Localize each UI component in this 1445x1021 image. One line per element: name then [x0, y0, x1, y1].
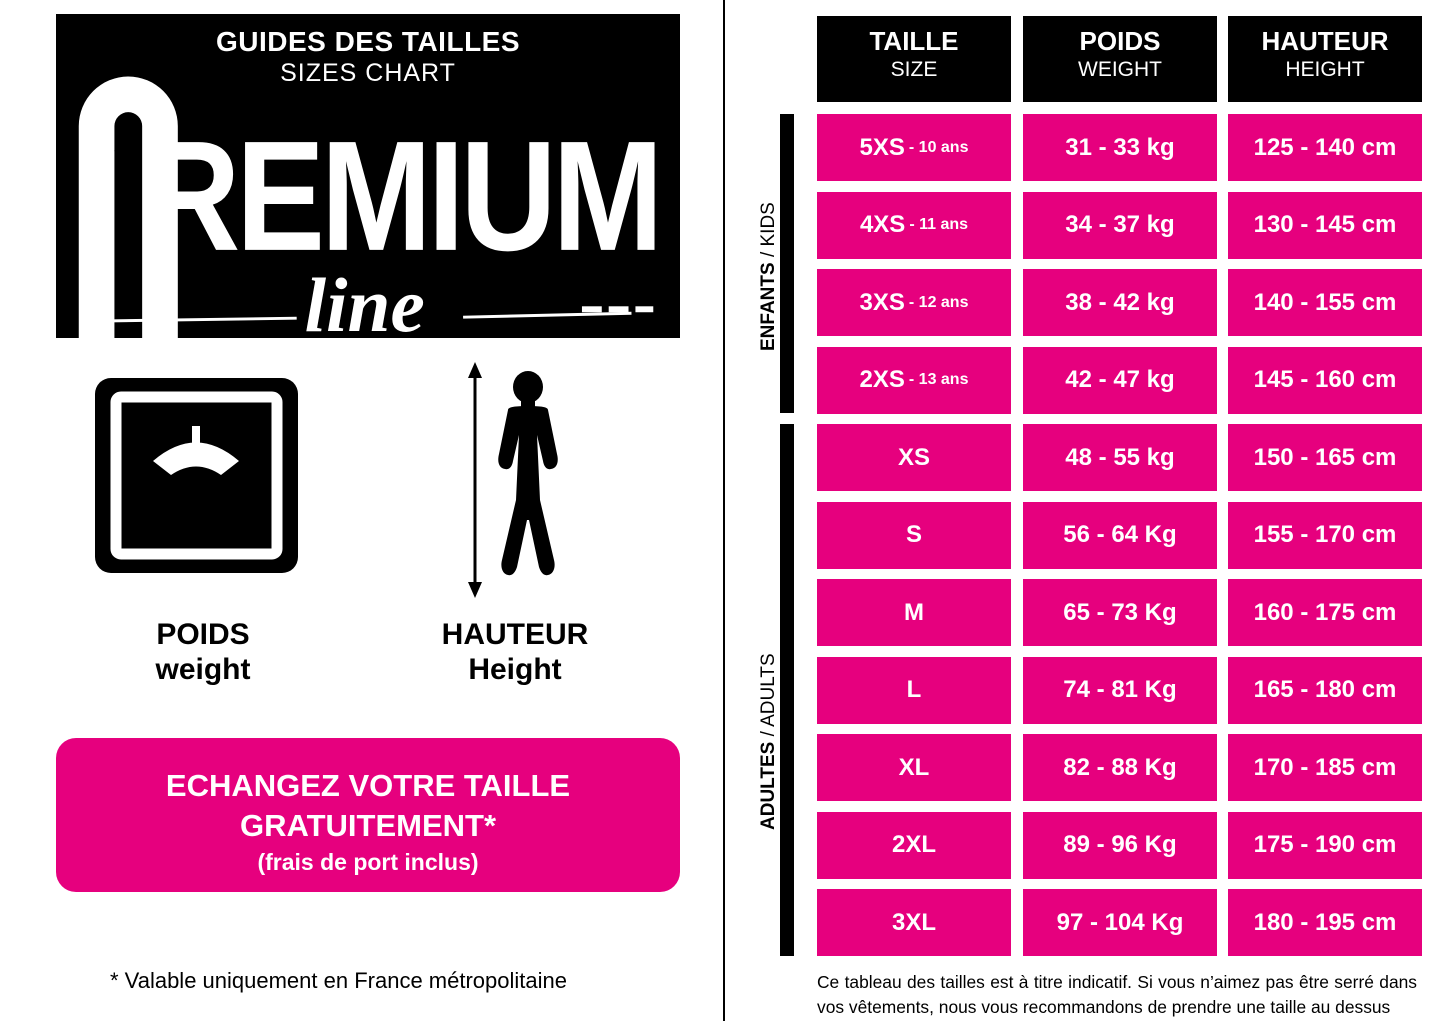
svg-text:REMIUM: REMIUM	[144, 109, 659, 284]
svg-text:line: line	[305, 262, 425, 338]
